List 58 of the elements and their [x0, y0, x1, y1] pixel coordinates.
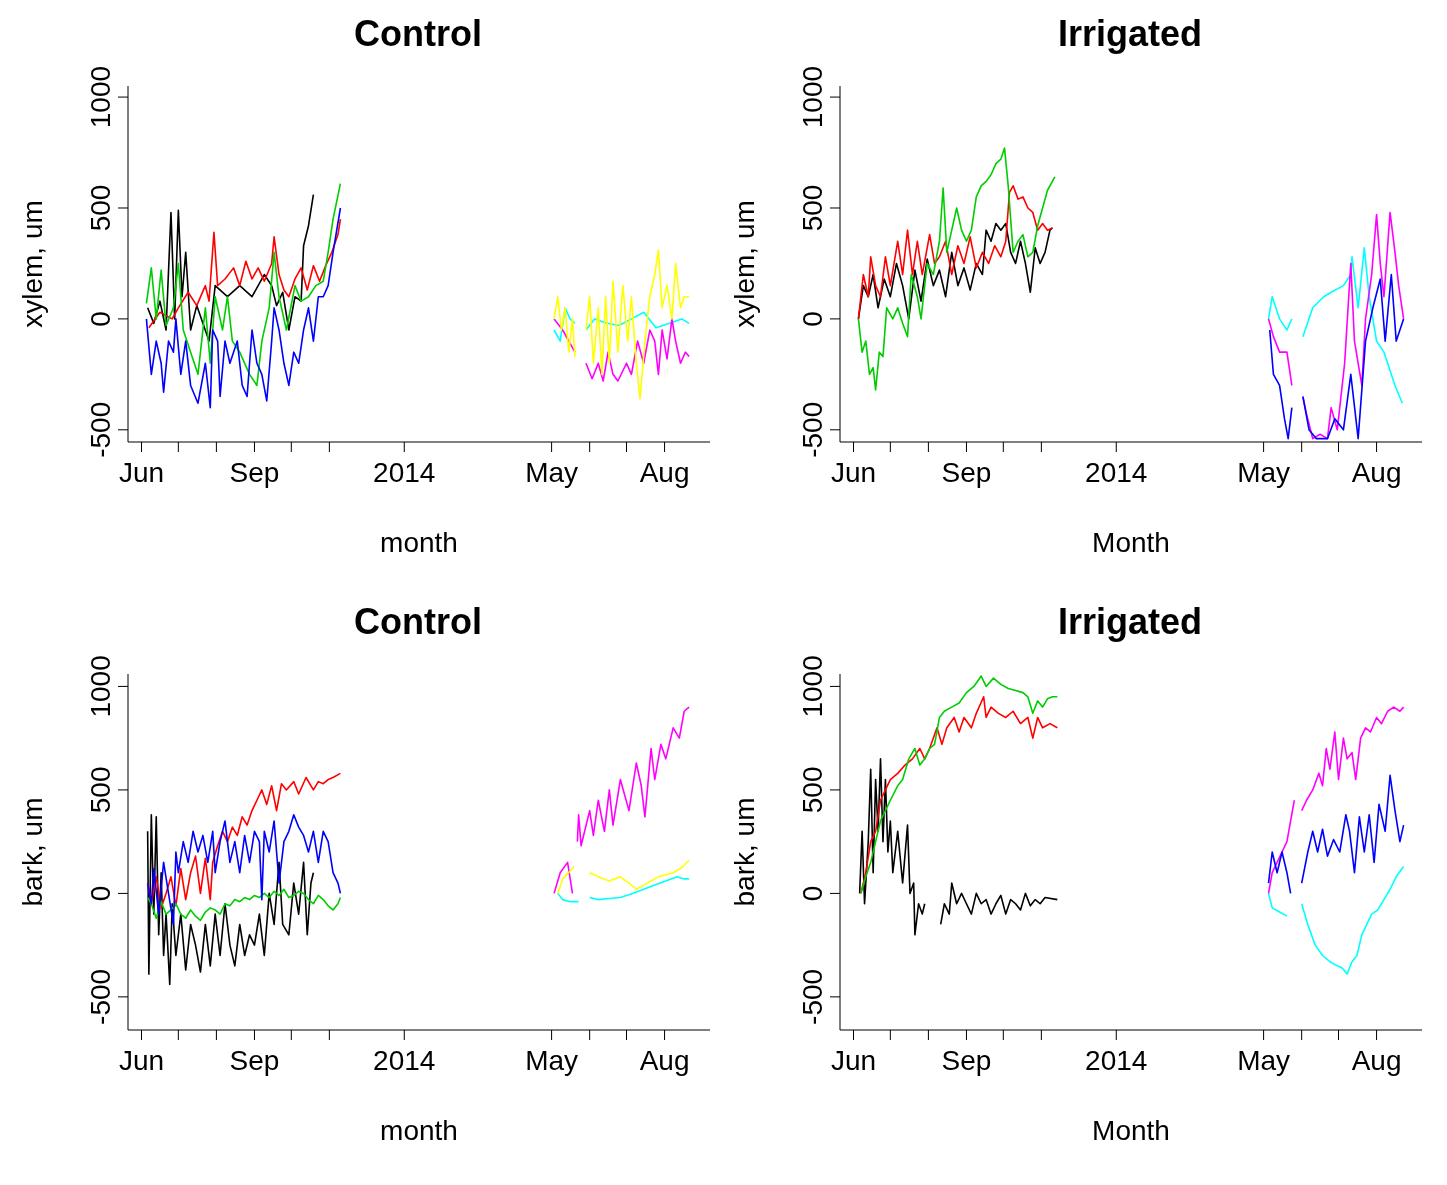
x-tick-label: Aug	[1351, 1044, 1402, 1076]
chart-title: Irrigated	[1056, 12, 1203, 56]
x-axis-title: Month	[1092, 527, 1170, 558]
line-series	[146, 813, 315, 986]
x-tick-label: 2014	[1085, 1044, 1148, 1076]
x-tick-label: Sep	[229, 1044, 280, 1076]
x-tick-label: Sep	[941, 1044, 992, 1076]
line-series	[145, 182, 342, 387]
line-series	[146, 888, 342, 922]
x-tick-label: Sep	[941, 456, 992, 488]
x-tick-label: Jun	[118, 1044, 165, 1076]
y-tick-label: 1000	[797, 65, 828, 129]
chart-title: Irrigated	[1056, 600, 1203, 644]
x-tick-label: Aug	[1351, 456, 1402, 488]
x-tick-label: May	[1237, 1044, 1291, 1076]
x-axis-title: Month	[1092, 1115, 1170, 1146]
x-tick-label: May	[525, 456, 579, 488]
line-series	[148, 218, 342, 329]
x-tick-label: 2014	[373, 456, 436, 488]
y-tick-label: 0	[797, 311, 828, 327]
y-tick-label: -500	[85, 401, 116, 458]
y-tick-label: 500	[85, 184, 116, 232]
line-series	[145, 207, 342, 409]
line-series	[857, 222, 1054, 320]
y-tick-label: 1000	[85, 65, 116, 129]
y-tick-label: 1000	[797, 655, 828, 718]
x-tick-label: Jun	[118, 456, 165, 488]
x-tick-label: Aug	[639, 456, 690, 488]
y-tick-label: -500	[797, 968, 828, 1025]
y-tick-label: 1000	[85, 655, 116, 718]
x-tick-label: 2014	[1085, 456, 1148, 488]
y-tick-label: 500	[797, 766, 828, 814]
y-tick-label: 500	[797, 184, 828, 232]
line-series	[146, 813, 342, 926]
y-tick-label: 500	[85, 766, 116, 814]
x-tick-label: Sep	[229, 456, 280, 488]
line-series	[857, 147, 1056, 391]
y-tick-label: 0	[85, 311, 116, 327]
x-tick-label: May	[1237, 456, 1291, 488]
y-tick-label: 0	[85, 885, 116, 902]
y-tick-label: 0	[797, 885, 828, 902]
line-series	[146, 193, 315, 342]
line-series	[857, 185, 1054, 320]
x-axis-title: month	[380, 527, 458, 558]
x-tick-label: 2014	[373, 1044, 436, 1076]
x-tick-label: May	[525, 1044, 579, 1076]
x-tick-label: Jun	[830, 456, 877, 488]
y-axis-title: bark, um	[728, 797, 760, 907]
y-tick-label: -500	[797, 401, 828, 458]
chart-title: Control	[353, 600, 483, 644]
x-tick-label: Jun	[830, 1044, 877, 1076]
chart-title: Control	[353, 12, 483, 56]
y-tick-label: -500	[85, 968, 116, 1025]
y-axis-title: bark, um	[16, 797, 48, 907]
x-tick-label: Aug	[639, 1044, 690, 1076]
y-axis-title: xylem, um	[16, 200, 48, 328]
y-axis-title: xylem, um	[728, 200, 760, 328]
x-axis-title: month	[380, 1115, 458, 1146]
